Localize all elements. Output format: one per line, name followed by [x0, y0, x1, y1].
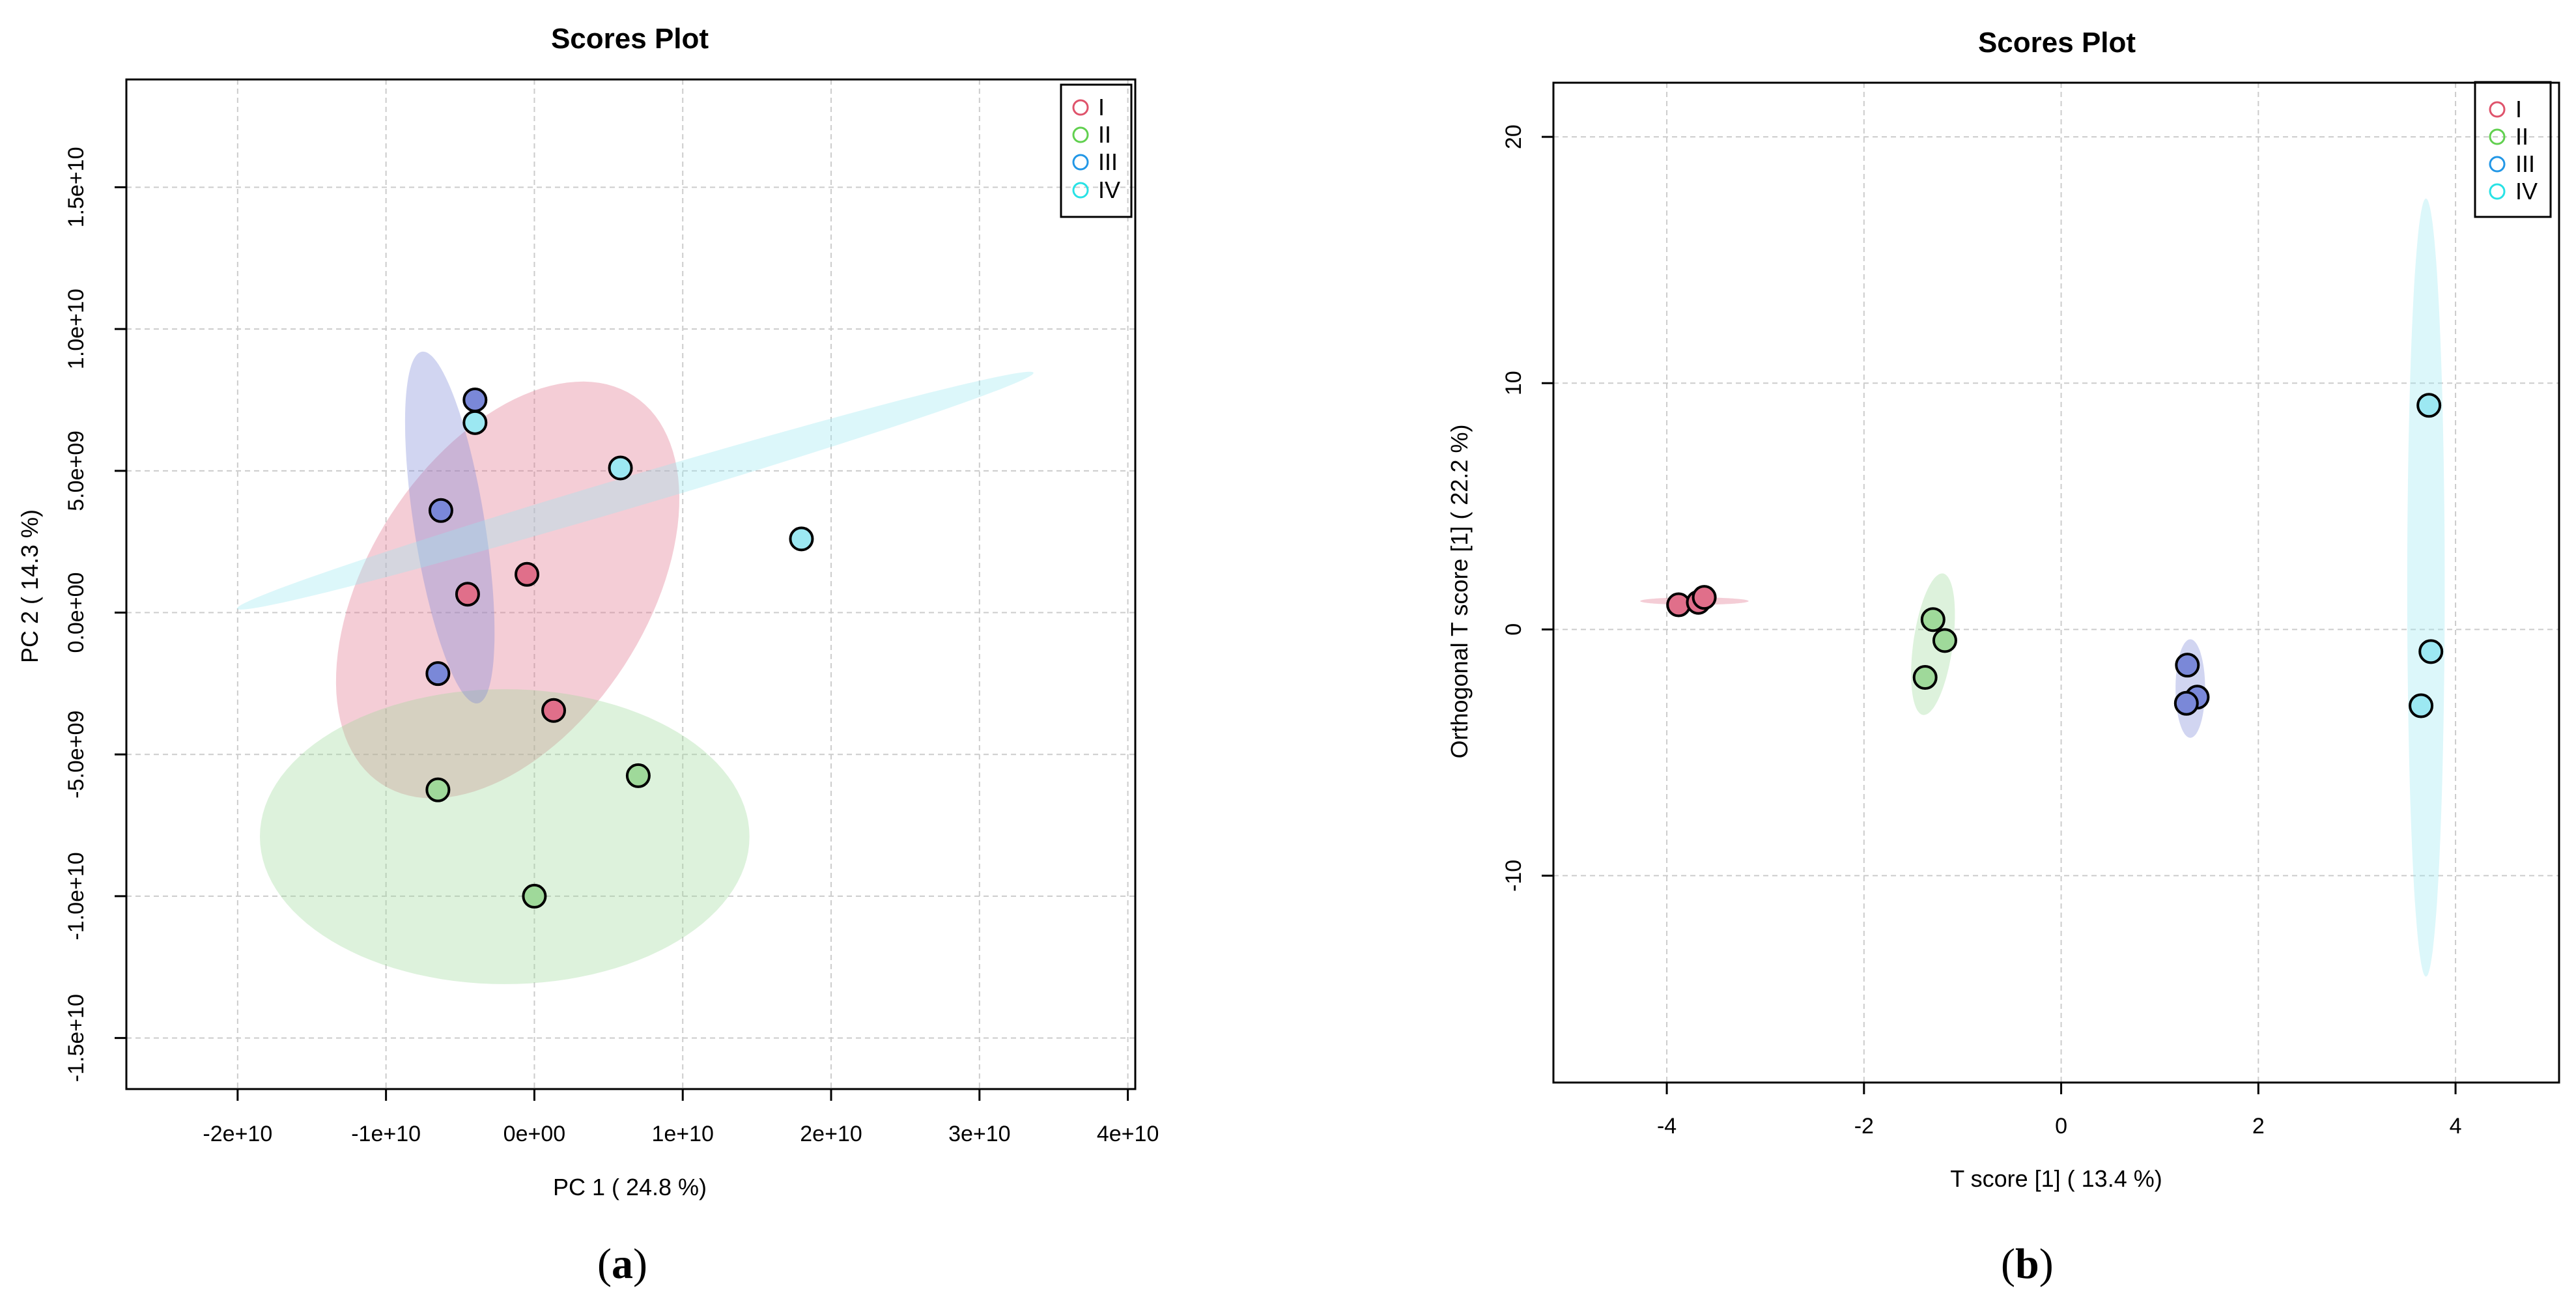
panel-a-caption: (a)	[597, 1240, 647, 1288]
panel-a-ellipse-IV	[236, 371, 1034, 610]
panel-b-legend-marker-II	[2489, 128, 2506, 145]
panel-b-legend-label-III: III	[2515, 150, 2535, 177]
panel-a-x-tick-label-2: 0e+00	[503, 1122, 566, 1146]
panel-b-point-I-2	[1691, 585, 1717, 610]
panel-a-point-III-0	[462, 387, 488, 412]
panel-b-legend-label-IV: IV	[2515, 178, 2538, 205]
panel-a-legend-marker-III	[1072, 154, 1089, 171]
panel-b-point-III-0	[2175, 653, 2200, 678]
panel-a-legend-label-II: II	[1098, 121, 1111, 148]
panel-b-x-tick-label-3: 2	[2252, 1114, 2265, 1139]
panel-a-grid	[126, 79, 1135, 1089]
panel-b-y-tick-label-3: 20	[1501, 124, 1526, 149]
panel-a-point-II-0	[425, 777, 451, 802]
panel-a-ellipse-I	[335, 381, 679, 799]
panel-a-point-I-0	[455, 582, 480, 607]
panel-b-legend-box	[2474, 81, 2552, 218]
panel-a-legend-label-I: I	[1098, 94, 1105, 120]
panel-a-x-axis: -2e+10 -1e+10 0e+00 1e+10 2e+10 3e+10 4e+10	[203, 1089, 1159, 1146]
panel-a-point-I-2	[541, 698, 567, 723]
panel-a-y-tick-label-4: 5.0e+09	[64, 431, 89, 511]
panel-a-point-IV-1	[608, 455, 633, 481]
panel-a-legend-label-III: III	[1098, 149, 1118, 175]
panel-a-point-I-1	[515, 561, 540, 587]
panel-a-plot-frame	[125, 78, 1137, 1090]
panel-b-point-IV-1	[2418, 639, 2444, 664]
panel-a-x-tick-label-6: 4e+10	[1097, 1122, 1159, 1146]
panel-b: Scores Plot -4 -2 0 2 4 -10 0 10 20 T score [1]…	[1446, 27, 2560, 1288]
panel-b-point-II-2	[1912, 665, 1938, 690]
panel-b-title: Scores Plot	[1978, 27, 2136, 59]
panel-a-x-tick-label-1: -1e+10	[351, 1122, 421, 1146]
panel-a-y-tick-label-6: 1.5e+10	[64, 147, 89, 228]
panel-b-y-tick-label-0: -10	[1501, 860, 1526, 892]
panel-b-ellipse-IV	[2407, 198, 2445, 977]
panel-a-x-tick-label-0: -2e+10	[203, 1122, 272, 1146]
panel-a-legend-marker-IV	[1072, 182, 1089, 199]
panel-a-legend-label-IV: IV	[1098, 177, 1120, 203]
panel-b-caption: (b)	[2001, 1240, 2054, 1288]
panel-b-legend-marker-III	[2489, 156, 2506, 173]
panel-a-x-tick-label-3: 1e+10	[651, 1122, 714, 1146]
panel-a-y-tick-label-0: -1.5e+10	[64, 994, 89, 1082]
panel-a-point-II-1	[522, 883, 547, 909]
panel-a-caption-letter: a	[612, 1240, 633, 1288]
panel-b-y-tick-label-1: 0	[1501, 623, 1526, 636]
panel-b-plot-frame	[1552, 81, 2560, 1084]
panel-a-point-IV-2	[789, 526, 814, 552]
panel-a-y-tick-label-2: -5.0e+09	[64, 711, 89, 799]
panel-b-legend-marker-IV	[2489, 183, 2506, 200]
panel-a-x-axis-label: PC 1 ( 24.8 %)	[553, 1174, 707, 1200]
panel-a-y-tick-label-1: -1.0e+10	[64, 852, 89, 940]
panel-a-points	[425, 387, 814, 909]
panel-b-point-IV-0	[2416, 393, 2442, 418]
panel-a-ellipse-III	[404, 351, 495, 703]
panel-b-x-axis-label: T score [1] ( 13.4 %)	[1950, 1165, 2162, 1192]
panel-b-point-III-2	[2173, 690, 2199, 716]
panel-a: Scores Plot -2e+10 -1e+10 0e+00 1e+10 2e+10 3…	[16, 23, 1159, 1288]
panel-b-x-tick-label-2: 0	[2055, 1114, 2067, 1139]
panel-a-point-II-2	[625, 763, 651, 788]
panel-b-legend: I II III IV	[2474, 81, 2552, 218]
panel-a-point-III-2	[425, 661, 451, 687]
panel-a-legend-box	[1060, 83, 1133, 218]
panel-b-legend-label-I: I	[2515, 96, 2522, 122]
panel-b-point-II-0	[1920, 607, 1946, 632]
panel-a-x-tick-label-5: 3e+10	[948, 1122, 1011, 1146]
panel-b-x-tick-label-4: 4	[2450, 1114, 2462, 1139]
panel-a-y-tick-label-3: 0.0e+00	[64, 573, 89, 653]
panel-b-point-II-1	[1932, 628, 1957, 653]
panel-a-legend-marker-I	[1072, 99, 1089, 116]
panel-b-grid	[1553, 83, 2559, 1083]
panel-a-ellipses	[236, 351, 1034, 984]
panel-b-y-tick-label-2: 10	[1501, 371, 1526, 395]
panel-b-point-IV-2	[2409, 693, 2434, 718]
panel-b-legend-marker-I	[2489, 101, 2506, 118]
panel-a-y-axis: -1.5e+10 -1.0e+10 -5.0e+09 0.0e+00 5.0e+09 1.…	[64, 147, 126, 1082]
panel-b-x-tick-label-1: -2	[1854, 1114, 1874, 1139]
panel-b-points	[1666, 393, 2444, 718]
panel-b-ellipses	[1640, 198, 2445, 977]
panel-a-y-tick-label-5: 1.0e+10	[64, 289, 89, 369]
panel-a-x-tick-label-4: 2e+10	[800, 1122, 862, 1146]
panel-b-x-axis: -4 -2 0 2 4	[1657, 1083, 2462, 1139]
panel-b-y-axis-label: Orthogonal T score [1] ( 22.2 %)	[1446, 425, 1473, 759]
panel-a-ellipse-II	[260, 689, 750, 984]
panel-b-y-axis: -10 0 10 20	[1501, 124, 1553, 892]
panel-b-caption-letter: b	[2015, 1240, 2039, 1288]
panel-a-point-IV-0	[462, 410, 488, 435]
panel-b-legend-label-II: II	[2515, 123, 2528, 150]
panel-a-point-III-1	[428, 498, 453, 523]
panel-a-title: Scores Plot	[551, 23, 709, 55]
panel-a-y-axis-label: PC 2 ( 14.3 %)	[16, 509, 43, 663]
panel-a-legend-marker-II	[1072, 126, 1089, 143]
panel-b-x-tick-label-0: -4	[1657, 1114, 1677, 1139]
panel-a-legend: I II III IV	[1060, 83, 1133, 218]
